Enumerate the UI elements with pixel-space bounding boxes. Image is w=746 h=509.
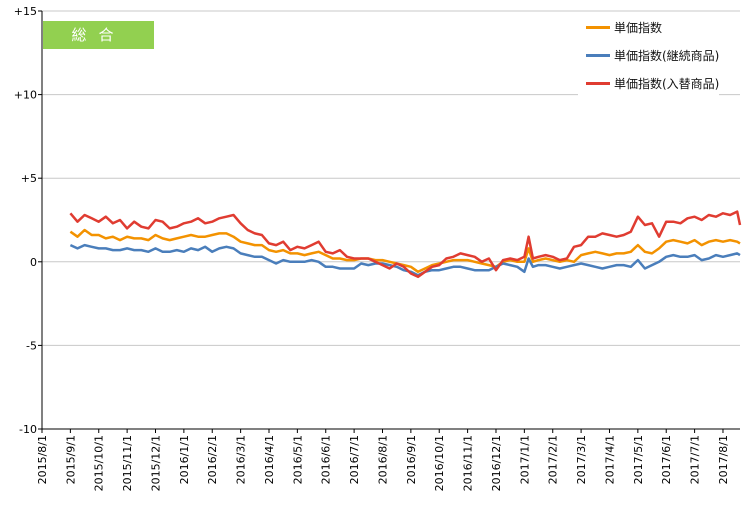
legend-swatch-unit-price [586, 26, 610, 29]
series-line-1 [69, 243, 741, 277]
x-axis-ticks: 2015/8/1 2015/9/1 2015/10/1 2015/11/1 2015/1… [36, 429, 730, 491]
x-tick-label: 2015/11/1 [121, 435, 134, 491]
x-tick-label: 2017/7/1 [689, 435, 702, 484]
legend-label-unit-price: 単価指数 [614, 21, 663, 35]
series-line-0 [69, 228, 741, 274]
x-tick-label: 2016/11/1 [462, 435, 475, 491]
x-tick-label: 2017/2/1 [547, 435, 560, 484]
x-tick-label: 2016/9/1 [405, 435, 418, 484]
x-tick-label: 2016/3/1 [235, 435, 248, 484]
x-tick-label: 2016/12/1 [490, 435, 503, 491]
legend-label-replacement: 単価指数(入替商品) [614, 77, 720, 91]
x-tick-label: 2017/6/1 [660, 435, 673, 484]
x-tick-label: 2016/2/1 [206, 435, 219, 484]
legend-item-replacement: 単価指数(入替商品) [578, 70, 719, 98]
y-tick-label: +10 [14, 89, 37, 102]
y-tick-label: +5 [21, 172, 37, 185]
y-tick-label: -5 [26, 339, 37, 352]
y-axis-ticks: +15 +10 +5 0 -5 -10 [14, 5, 37, 436]
x-tick-label: 2016/5/1 [291, 435, 304, 484]
series-lines [69, 210, 742, 279]
x-tick-label: 2017/1/1 [518, 435, 531, 484]
x-tick-label: 2016/8/1 [376, 435, 389, 484]
legend-label-continuing: 単価指数(継続商品) [614, 49, 720, 63]
x-tick-label: 2015/8/1 [36, 435, 49, 484]
legend: 単価指数 単価指数(継続商品) 単価指数(入替商品) [578, 14, 720, 98]
x-tick-label: 2016/1/1 [178, 435, 191, 484]
legend-item-continuing: 単価指数(継続商品) [578, 42, 719, 70]
x-tick-label: 2017/3/1 [575, 435, 588, 484]
gridlines [38, 10, 740, 430]
x-tick-label: 2015/12/1 [149, 435, 162, 491]
x-tick-label: 2016/6/1 [320, 435, 333, 484]
legend-swatch-replacement [586, 82, 610, 85]
category-badge: 総合 [43, 21, 154, 49]
x-tick-label: 2016/4/1 [263, 435, 276, 484]
x-tick-label: 2017/8/1 [717, 435, 730, 484]
x-tick-label: 2016/7/1 [348, 435, 361, 484]
y-tick-label: +15 [14, 5, 37, 18]
x-tick-label: 2017/5/1 [632, 435, 645, 484]
x-tick-label: 2015/9/1 [64, 435, 77, 484]
legend-item-unit-price: 単価指数 [578, 14, 719, 42]
y-tick-label: -10 [19, 423, 37, 436]
legend-swatch-continuing [586, 54, 610, 57]
x-tick-label: 2016/10/1 [433, 435, 446, 491]
x-tick-label: 2015/10/1 [93, 435, 106, 491]
series-line-2 [69, 210, 742, 279]
x-tick-label: 2017/4/1 [603, 435, 616, 484]
y-tick-label: 0 [30, 256, 37, 269]
